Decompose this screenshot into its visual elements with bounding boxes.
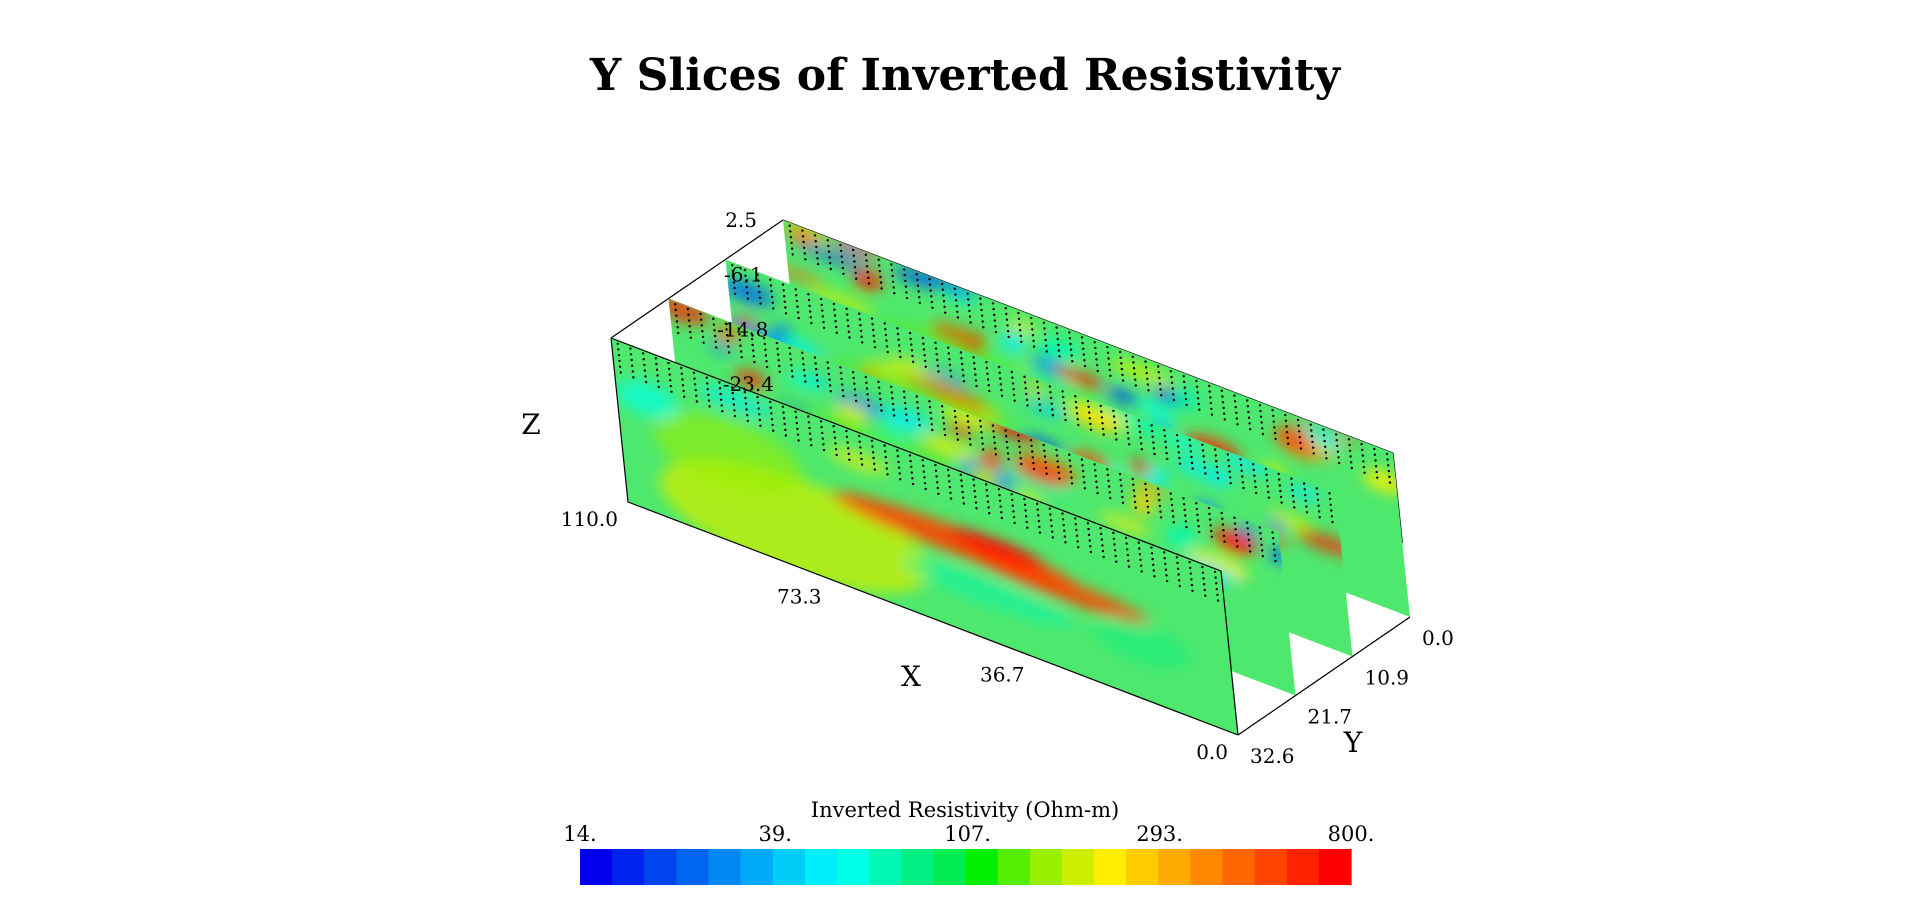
colorbar-swatch [837,849,870,885]
z-axis: 2.5 -6.1 -14.8 -23.4 [717,208,774,396]
box-front [610,337,1411,736]
colorbar-swatch [1126,849,1159,885]
colorbar-swatch [644,849,677,885]
colorbar-swatch [580,849,613,885]
box-edge [627,501,1239,736]
x-axis-title: X [901,660,921,693]
y-tick-label: 10.9 [1365,666,1410,690]
x-tick-label: 36.7 [980,662,1025,686]
colorbar-swatch [804,849,838,885]
y-slice [611,338,1238,735]
z-tick-label: 2.5 [725,208,757,232]
colorbar-tick-label: 39. [758,822,791,846]
colorbar: 14. 39. 107. 293. 800. [563,822,1374,885]
y-tick-label: 21.7 [1308,705,1353,729]
chart-title: Y Slices of Inverted Resistivity [589,50,1342,101]
colorbar-swatch [1094,849,1127,885]
z-axis-title: Z [521,408,540,441]
colorbar-swatch [997,849,1031,885]
electrode-dots [731,264,1334,524]
colorbar-swatch [772,849,806,885]
x-tick-label: 0.0 [1196,740,1228,764]
x-tick-label: 110.0 [561,507,618,531]
colorbar-label: Inverted Resistivity (Ohm-m) [811,798,1119,822]
electrode-dots [674,303,1277,563]
y-tick-label: 32.6 [1250,744,1295,768]
colorbar-swatch [901,849,934,885]
colorbar-swatch [1286,849,1320,885]
colorbar-tick-label: 800. [1328,822,1375,846]
colorbar-swatch [1318,849,1352,885]
box-edge [610,337,1222,572]
colorbar-swatch [1029,849,1063,885]
colorbar-swatch [676,849,710,885]
box-edge [610,219,784,339]
slices [611,220,1410,735]
colorbar-swatch [965,849,999,885]
y-tick-label: 0.0 [1422,626,1454,650]
colorbar-swatch [612,849,645,885]
x-tick-label: 73.3 [777,585,822,609]
colorbar-swatch [1222,849,1256,885]
colorbar-tick-label: 293. [1136,822,1183,846]
colorbar-tick-label: 107. [944,822,991,846]
colorbar-swatch [708,849,742,885]
box-edge [610,337,629,503]
x-axis: 110.0 73.3 36.7 0.0 [561,507,1228,764]
colorbar-swatch [740,849,774,885]
box-edge [1220,570,1239,736]
colorbar-swatch [1190,849,1224,885]
colorbar-swatch [1158,849,1191,885]
z-tick-label: -6.1 [724,263,763,287]
colorbar-swatch [869,849,902,885]
colorbar-tick-label: 14. [563,822,596,846]
z-tick-label: -23.4 [723,372,774,396]
colorbar-swatch [933,849,967,885]
y-axis-title: Y [1343,726,1363,759]
colorbar-swatch [1254,849,1288,885]
y-axis: 0.0 10.9 21.7 32.6 [1250,626,1454,768]
colorbar-swatch [1061,849,1095,885]
electrode-dots [616,342,1220,602]
box-edge [1237,616,1411,736]
z-tick-label: -14.8 [717,318,768,342]
electrode-dots [788,224,1392,484]
